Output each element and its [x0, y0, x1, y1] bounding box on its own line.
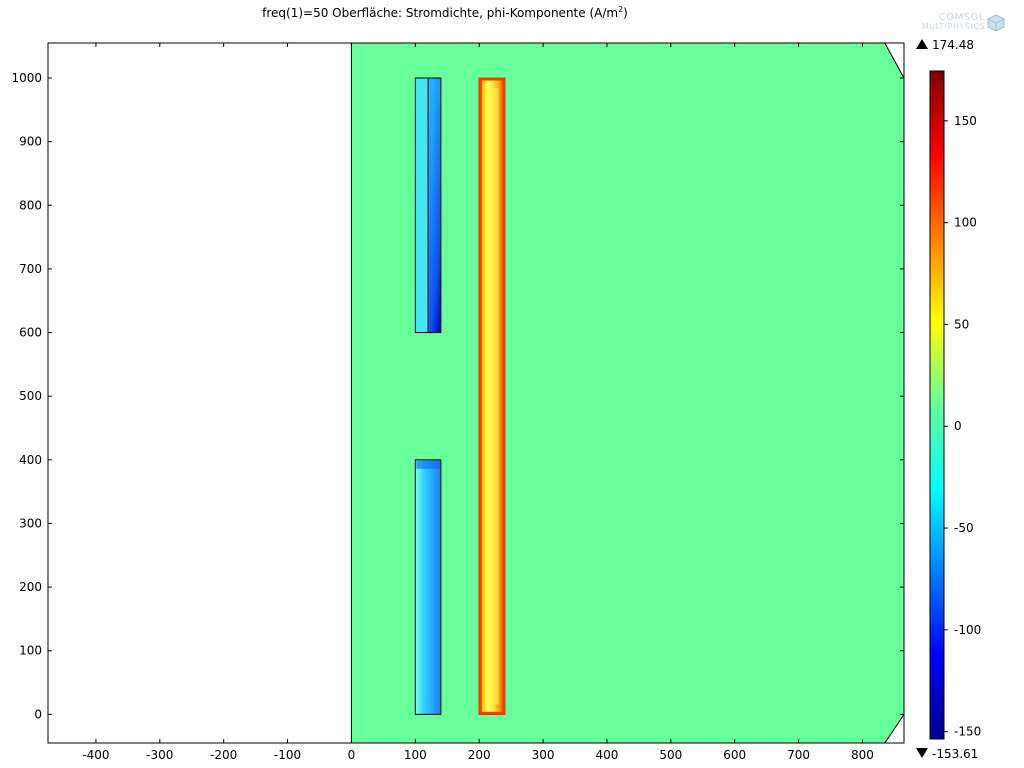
- x-tick-label: 600: [723, 748, 746, 762]
- x-tick-label: 100: [404, 748, 427, 762]
- logo-line1: COMSOL: [938, 12, 985, 23]
- y-tick-label: 0: [34, 707, 42, 721]
- x-tick-label: -400: [82, 748, 109, 762]
- colorbar-tick-label: -50: [954, 521, 974, 535]
- coil-lower-top-band: [416, 460, 440, 469]
- x-tick-label: 200: [468, 748, 491, 762]
- coil-lower-region: [414, 459, 442, 715]
- logo-line2: MULTIPHYSICS: [921, 22, 985, 31]
- y-tick-label: 500: [19, 389, 42, 403]
- y-tick-label: 400: [19, 453, 42, 467]
- x-tick-label: 400: [596, 748, 619, 762]
- coil-upper-inner-strip: [415, 78, 429, 333]
- y-tick-label: 900: [19, 135, 42, 149]
- conductor-right-edge: [478, 77, 506, 715]
- colorbar-tick-label: -150: [954, 725, 981, 739]
- min-arrow-icon: [916, 748, 928, 758]
- x-tick-label: 300: [532, 748, 555, 762]
- y-tick-label: 600: [19, 326, 42, 340]
- y-tick-label: 800: [19, 198, 42, 212]
- x-tick-label: 800: [851, 748, 874, 762]
- colorbar: 150 100 50 0 -50 -100 -150 174.48 -153.61: [916, 38, 981, 761]
- axes-frame: [47, 42, 905, 744]
- plot-title: freq(1)=50 Oberfläche: Stromdichte, phi-…: [262, 5, 628, 20]
- y-tick-label: 100: [19, 644, 42, 658]
- y-tick-label: 200: [19, 580, 42, 594]
- colorbar-tick-label: 50: [954, 317, 969, 331]
- colorbar-gradient: [929, 70, 945, 740]
- max-arrow-icon: [916, 39, 928, 49]
- ticks-layer: -400 -300 -200 -100 0 100 200 300 400 500 600 700 80…: [11, 43, 904, 762]
- x-tick-label: -300: [146, 748, 173, 762]
- colorbar-tick-label: 100: [954, 216, 977, 230]
- cube-icon: [987, 14, 1005, 32]
- colorbar-tick-label: 0: [954, 419, 962, 433]
- comsol-logo: COMSOL MULTIPHYSICS: [893, 12, 1011, 34]
- conductor-right-core: [485, 88, 499, 705]
- colorbar-ticks: 150 100 50 0 -50 -100 -150: [944, 114, 981, 739]
- y-tick-label: 1000: [11, 71, 42, 85]
- colorbar-tick-label: 150: [954, 114, 977, 128]
- y-tick-label: 300: [19, 516, 42, 530]
- x-tick-label: 500: [659, 748, 682, 762]
- y-tick-label: 700: [19, 262, 42, 276]
- colorbar-tick-label: -100: [954, 623, 981, 637]
- x-tick-label: -100: [274, 748, 301, 762]
- x-tick-label: 0: [348, 748, 356, 762]
- x-tick-label: 700: [787, 748, 810, 762]
- x-tick-label: -200: [210, 748, 237, 762]
- colorbar-max-label: 174.48: [932, 38, 974, 52]
- regions-layer: [414, 77, 506, 715]
- colorbar-min-label: -153.61: [932, 747, 978, 761]
